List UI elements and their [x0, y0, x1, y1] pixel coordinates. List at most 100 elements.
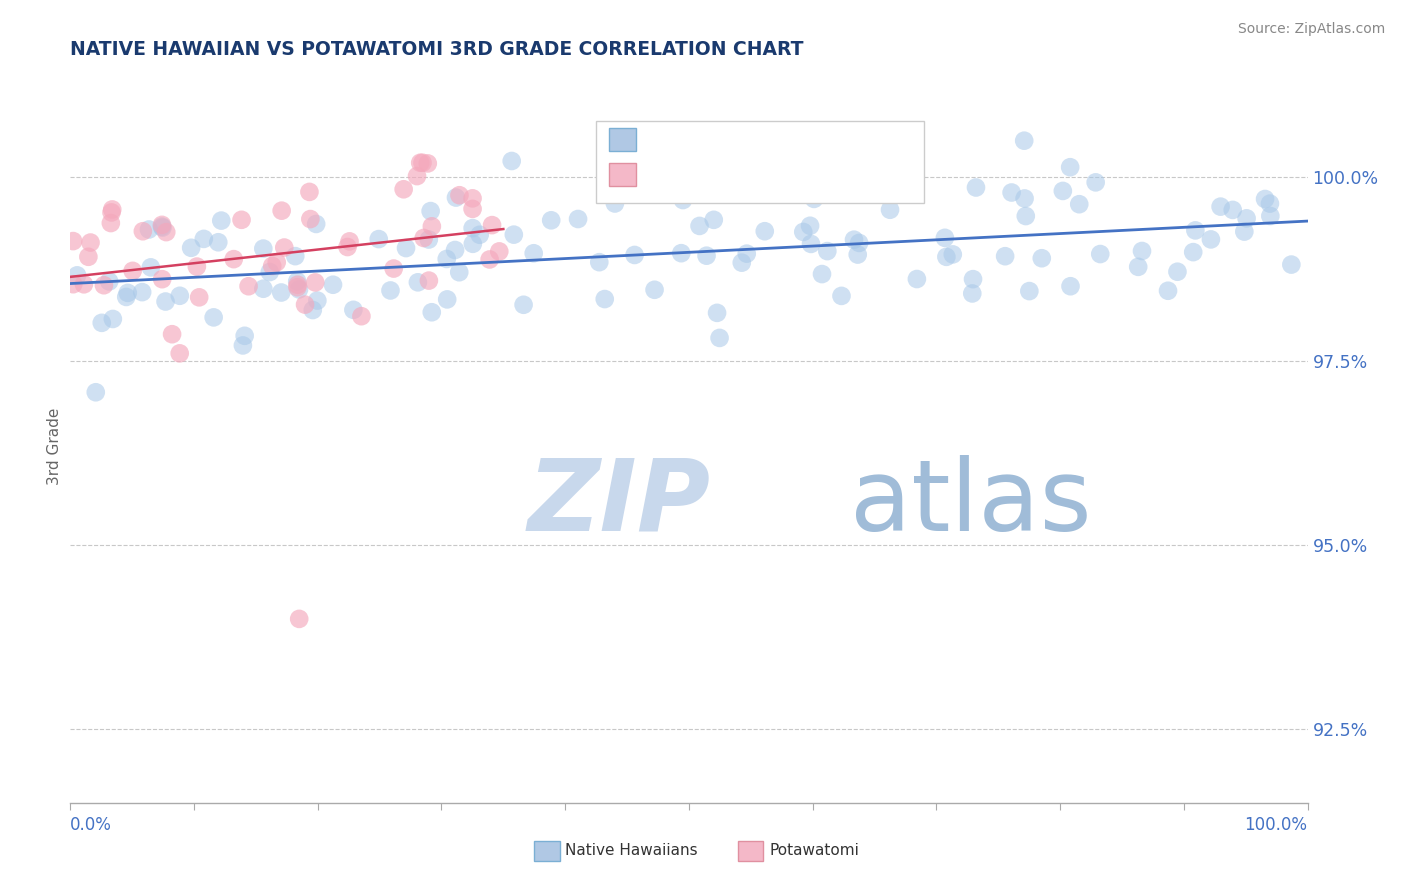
Point	[811, 267, 834, 281]
Point	[593, 292, 616, 306]
Point	[288, 282, 311, 296]
Point	[180, 241, 202, 255]
Point	[77, 250, 100, 264]
Point	[66, 268, 89, 283]
Point	[1014, 191, 1036, 205]
Point	[188, 290, 211, 304]
Point	[411, 155, 433, 169]
Point	[420, 305, 443, 319]
Point	[523, 246, 546, 260]
Point	[846, 247, 869, 261]
Point	[418, 233, 440, 247]
Point	[461, 202, 484, 216]
Point	[252, 282, 274, 296]
Point	[1199, 232, 1222, 246]
Point	[842, 233, 865, 247]
Point	[288, 612, 311, 626]
Point	[169, 289, 191, 303]
Point	[84, 385, 107, 400]
Point	[1128, 260, 1150, 274]
Point	[1012, 134, 1035, 148]
Point	[588, 255, 610, 269]
Point	[731, 255, 754, 269]
Point	[73, 277, 96, 292]
Point	[1184, 223, 1206, 237]
Point	[623, 248, 645, 262]
Point	[905, 272, 928, 286]
Point	[222, 252, 245, 267]
Point	[339, 235, 361, 249]
Text: 100.0%: 100.0%	[1244, 816, 1308, 834]
Point	[285, 274, 308, 288]
Point	[449, 188, 471, 202]
Point	[754, 224, 776, 238]
Point	[1279, 258, 1302, 272]
Point	[299, 212, 322, 227]
Point	[342, 302, 364, 317]
Point	[207, 235, 229, 250]
Point	[1015, 209, 1038, 223]
Point	[382, 261, 405, 276]
Point	[294, 298, 316, 312]
Text: ZIP: ZIP	[529, 455, 711, 551]
Point	[367, 232, 389, 246]
Point	[965, 180, 987, 194]
Point	[1052, 184, 1074, 198]
Point	[395, 241, 418, 255]
Point	[93, 278, 115, 293]
Point	[1166, 265, 1188, 279]
Point	[1059, 160, 1081, 174]
Point	[98, 275, 121, 289]
Point	[305, 217, 328, 231]
Point	[416, 156, 439, 170]
Point	[461, 236, 484, 251]
Point	[79, 235, 101, 250]
Point	[322, 277, 344, 292]
Point	[270, 203, 292, 218]
Point	[696, 249, 718, 263]
Point	[1059, 279, 1081, 293]
Point	[709, 331, 731, 345]
Point	[350, 309, 373, 323]
Point	[1233, 225, 1256, 239]
Point	[962, 286, 984, 301]
Text: Native Hawaiians: Native Hawaiians	[565, 844, 697, 858]
Point	[336, 240, 359, 254]
Point	[672, 193, 695, 207]
Point	[444, 190, 467, 204]
Point	[644, 283, 666, 297]
Point	[131, 285, 153, 299]
Point	[449, 265, 471, 279]
Point	[132, 224, 155, 238]
Point	[444, 243, 467, 257]
Point	[1222, 202, 1244, 217]
Point	[232, 338, 254, 352]
Point	[152, 220, 174, 235]
Point	[412, 231, 434, 245]
Text: 0.0%: 0.0%	[70, 816, 112, 834]
Point	[233, 328, 256, 343]
Point	[287, 280, 309, 294]
Point	[962, 272, 984, 286]
Point	[406, 275, 429, 289]
Point	[209, 213, 232, 227]
Y-axis label: 3rd Grade: 3rd Grade	[46, 408, 62, 484]
Point	[90, 316, 112, 330]
Text: NATIVE HAWAIIAN VS POTAWATOMI 3RD GRADE CORRELATION CHART: NATIVE HAWAIIAN VS POTAWATOMI 3RD GRADE …	[70, 40, 804, 59]
Point	[252, 242, 274, 256]
Point	[1000, 186, 1022, 200]
Point	[1130, 244, 1153, 258]
Point	[1209, 200, 1232, 214]
Point	[169, 346, 191, 360]
Point	[150, 272, 173, 286]
Point	[380, 284, 402, 298]
Point	[848, 235, 870, 250]
Point	[1031, 251, 1053, 265]
Point	[689, 219, 711, 233]
FancyBboxPatch shape	[596, 121, 924, 203]
Point	[461, 221, 484, 235]
Point	[706, 306, 728, 320]
Point	[273, 241, 295, 255]
Point	[231, 212, 253, 227]
Point	[567, 212, 589, 227]
